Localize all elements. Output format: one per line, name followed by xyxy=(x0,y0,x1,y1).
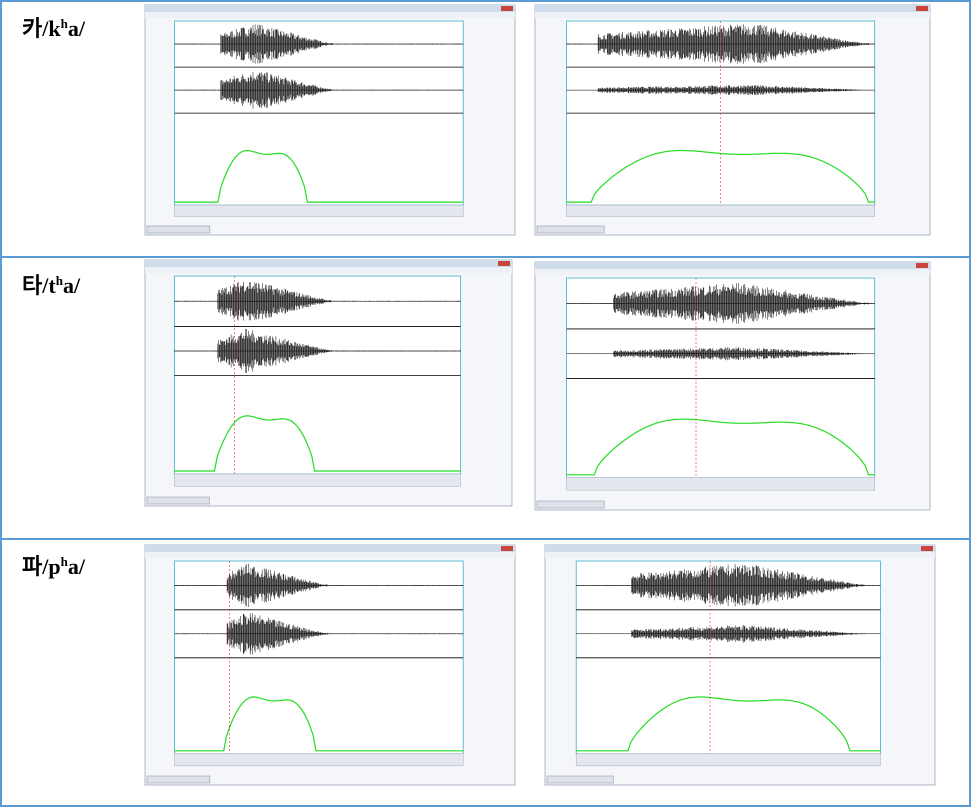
syllable: 카 xyxy=(22,16,42,41)
time-bar xyxy=(174,753,464,767)
waveform xyxy=(566,347,875,361)
waveform xyxy=(174,328,461,374)
menu-bar xyxy=(535,269,930,275)
praat-window xyxy=(534,4,931,236)
aspiration: h xyxy=(61,16,69,31)
title-bar xyxy=(145,545,515,552)
waveform xyxy=(174,71,464,109)
title-bar xyxy=(145,260,512,267)
row-label: 카/kha/ xyxy=(22,16,86,41)
button-bar xyxy=(146,775,211,784)
intensity-curve xyxy=(174,149,464,203)
syllable: 타 xyxy=(22,273,43,298)
waveform xyxy=(174,613,464,655)
intensity-curve xyxy=(566,418,875,476)
waveform xyxy=(575,564,881,607)
title-bar xyxy=(145,5,515,12)
time-bar xyxy=(566,477,875,491)
praat-window xyxy=(144,4,516,236)
title-bar xyxy=(535,5,930,12)
time-bar xyxy=(575,753,881,767)
onset: /t xyxy=(41,273,56,298)
title-bar xyxy=(535,262,930,269)
menu-bar xyxy=(145,552,515,558)
plot-area xyxy=(173,275,462,475)
close-button xyxy=(916,263,928,268)
close-button xyxy=(501,546,513,551)
waveform xyxy=(174,281,461,321)
waveform xyxy=(566,24,875,64)
button-bar xyxy=(146,496,210,505)
praat-window xyxy=(144,544,516,786)
time-bar xyxy=(174,473,461,487)
praat-window xyxy=(544,544,936,786)
waveform xyxy=(566,283,875,324)
close-button xyxy=(501,6,513,11)
title-bar xyxy=(545,545,935,552)
row-label: 타/tha/ xyxy=(22,273,81,298)
waveform xyxy=(174,563,464,608)
onset: /k xyxy=(41,16,61,41)
button-bar xyxy=(146,225,211,234)
menu-bar xyxy=(145,12,515,18)
aspiration: h xyxy=(56,273,64,288)
close-button xyxy=(921,546,933,551)
intensity-curve xyxy=(576,696,881,752)
close-button xyxy=(916,6,928,11)
row-label: 파/pha/ xyxy=(22,554,86,579)
rest: a/ xyxy=(68,16,86,41)
menu-bar xyxy=(545,552,935,558)
praat-window xyxy=(144,259,513,507)
menu-bar xyxy=(535,12,930,18)
praat-window xyxy=(534,261,931,511)
aspiration: h xyxy=(61,554,69,569)
button-bar xyxy=(536,225,605,234)
syllable: 파 xyxy=(22,554,43,579)
button-bar xyxy=(546,775,614,784)
intensity-curve xyxy=(174,696,464,752)
onset: /p xyxy=(41,554,60,579)
button-bar xyxy=(536,500,605,509)
waveform xyxy=(174,24,464,64)
waveform xyxy=(575,625,881,643)
rest: a/ xyxy=(63,273,81,298)
time-bar xyxy=(566,204,875,217)
intensity-curve xyxy=(174,415,461,472)
time-bar xyxy=(174,204,464,217)
rest: a/ xyxy=(68,554,86,579)
close-button xyxy=(498,261,510,266)
menu-bar xyxy=(145,267,512,273)
